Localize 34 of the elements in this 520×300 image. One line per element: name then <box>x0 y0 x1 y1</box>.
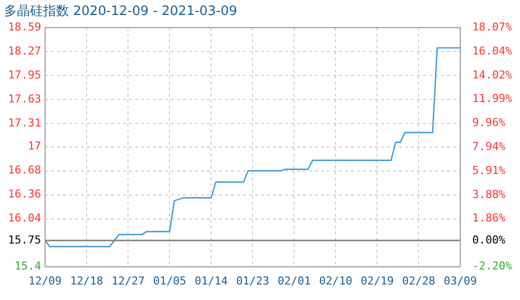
x-tick-label: 01/05 <box>153 274 186 288</box>
y2-tick-label: 14.02% <box>472 68 512 82</box>
x-tick-label: 12/09 <box>28 274 62 288</box>
y-tick-label: 15.75 <box>8 233 42 246</box>
y-tick-label: 17 <box>28 140 42 153</box>
y-tick-label: 16.68 <box>8 164 42 177</box>
y2-tick-label: 16.04% <box>472 44 512 58</box>
y-tick-label: 16.04 <box>8 212 42 225</box>
y-tick-label: 18.59 <box>8 20 42 34</box>
x-tick-label: 02/10 <box>319 274 352 288</box>
y2-tick-label: 11.99% <box>472 92 512 106</box>
y2-tick-label: 3.88% <box>472 188 506 201</box>
y-tick-label: 18.27 <box>8 44 42 58</box>
y-tick-label: 17.31 <box>8 116 42 130</box>
x-tick-label: 12/18 <box>70 274 104 288</box>
y2-tick-label: 9.96% <box>472 116 506 130</box>
y2-tick-label: 1.86% <box>472 212 506 225</box>
y2-tick-label: 0.00% <box>472 234 506 247</box>
y2-tick-label: -2.20% <box>472 260 512 273</box>
x-tick-label: 02/19 <box>360 274 394 288</box>
y2-tick-label: 5.91% <box>472 164 506 177</box>
chart-title: 多晶硅指数 2020-12-09 - 2021-03-09 <box>4 4 238 20</box>
y-tick-label: 17.95 <box>8 68 42 82</box>
x-tick-label: 02/28 <box>402 274 436 288</box>
x-tick-label: 12/27 <box>112 274 145 288</box>
y-tick-label: 15.4 <box>14 260 42 273</box>
x-tick-label: 03/09 <box>444 274 477 288</box>
y2-tick-label: 18.07% <box>472 20 512 34</box>
x-tick-label: 01/14 <box>194 274 228 288</box>
y-tick-label: 16.36 <box>8 188 42 201</box>
x-tick-label: 01/23 <box>236 274 270 288</box>
y2-tick-label: 7.94% <box>472 140 506 153</box>
x-tick-label: 02/01 <box>278 274 311 288</box>
y-tick-label: 17.63 <box>8 92 42 106</box>
